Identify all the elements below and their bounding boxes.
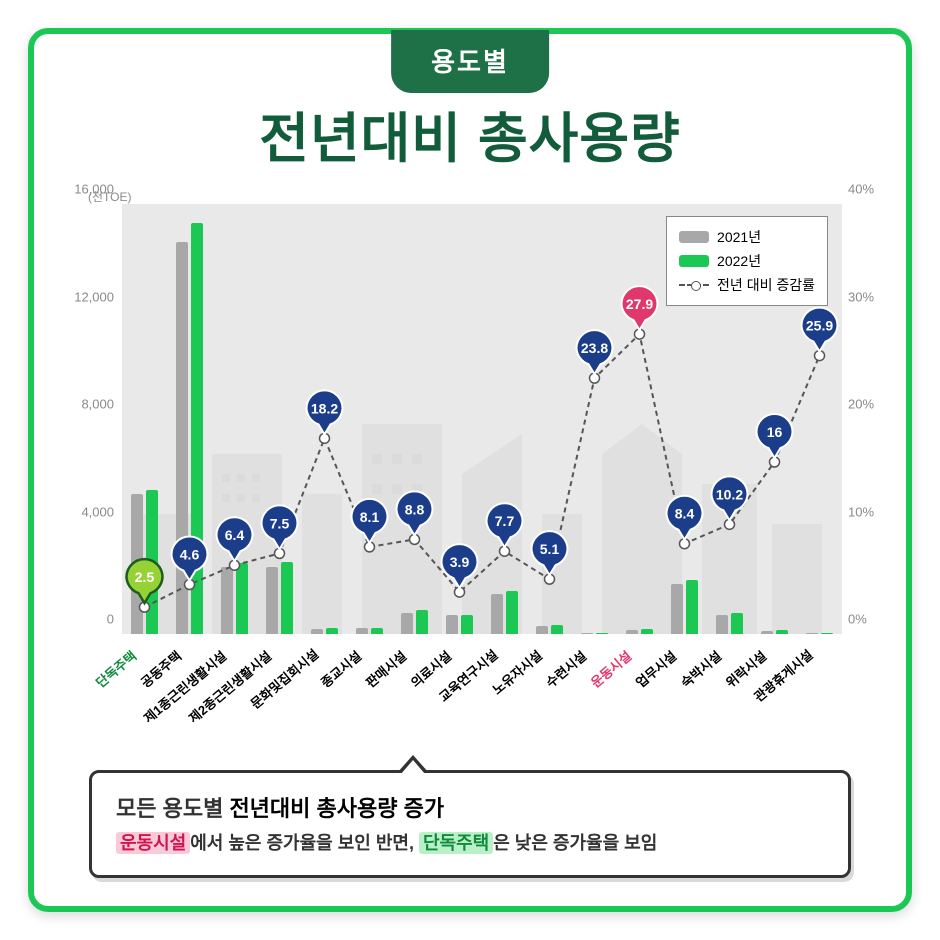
legend-2021-label: 2021년 — [717, 227, 761, 247]
rate-pin-label: 7.5 — [270, 515, 290, 531]
legend-rate: 전년 대비 증감률 — [679, 273, 815, 297]
ytick-right: 30% — [848, 289, 874, 304]
legend-2022: 2022년 — [679, 249, 815, 273]
rate-pin-label: 10.2 — [716, 486, 743, 502]
rate-pin-label: 8.4 — [675, 506, 695, 522]
ytick-right: 20% — [848, 397, 874, 412]
legend-2022-label: 2022년 — [717, 251, 761, 271]
x-label: 종교시설 — [316, 646, 365, 691]
main-title: 전년대비 총사용량 — [34, 94, 906, 173]
chart: (천TOE) 04,0008,00012,00016,000 0%10%20%3… — [64, 194, 888, 749]
caption-line2: 운동시설에서 높은 증가율을 보인 반면, 단독주택은 낮은 증가율을 보임 — [116, 829, 824, 855]
rate-pin-label: 16 — [767, 424, 783, 440]
rate-pin-label: 5.1 — [540, 541, 560, 557]
legend: 2021년 2022년 전년 대비 증감률 — [666, 216, 828, 306]
card-frame: 용도별 전년대비 총사용량 (천TOE) 04 — [28, 28, 912, 912]
rate-pin-label: 4.6 — [180, 547, 200, 563]
caption-arrow-icon — [397, 755, 429, 773]
ytick-right: 0% — [848, 612, 867, 627]
caption-line1: 모든 용도별 전년대비 총사용량 증가 — [116, 791, 824, 823]
y-axis-left: 04,0008,00012,00016,000 — [64, 204, 120, 634]
ytick-left: 8,000 — [81, 397, 114, 412]
rate-pin-label: 3.9 — [450, 554, 470, 570]
x-label: 판매시설 — [361, 646, 410, 691]
x-label: 단독주택 — [91, 646, 140, 691]
rate-pin-label: 6.4 — [225, 527, 245, 543]
ytick-left: 12,000 — [74, 289, 114, 304]
rate-pin-label: 8.8 — [405, 501, 425, 517]
caption-box: 모든 용도별 전년대비 총사용량 증가 운동시설에서 높은 증가율을 보인 반면… — [89, 770, 851, 878]
ytick-left: 4,000 — [81, 504, 114, 519]
header-tab: 용도별 — [391, 30, 549, 93]
y-axis-right: 0%10%20%30%40% — [842, 204, 888, 634]
rate-line — [145, 334, 820, 607]
rate-pin-label: 25.9 — [806, 318, 833, 334]
rate-pin-label: 8.1 — [360, 509, 380, 525]
highlight-green: 단독주택 — [419, 832, 493, 854]
legend-2021: 2021년 — [679, 225, 815, 249]
ytick-left: 0 — [107, 612, 114, 627]
rate-pin-label: 18.2 — [311, 400, 338, 416]
x-label: 수련시설 — [541, 646, 590, 691]
legend-rate-label: 전년 대비 증감률 — [717, 275, 815, 295]
x-axis-labels: 단독주택공동주택제1종근린생활시설제2종근린생활시설문화및집회시설종교시설판매시… — [122, 634, 842, 744]
x-label: 숙박시설 — [676, 646, 725, 691]
rate-pin-label: 7.7 — [495, 513, 515, 529]
x-label: 운동시설 — [586, 646, 635, 691]
rate-pin-label: 2.5 — [135, 569, 155, 585]
x-label: 업무시설 — [631, 646, 680, 691]
ytick-right: 10% — [848, 504, 874, 519]
ytick-left: 16,000 — [74, 182, 114, 197]
rate-pin-label: 23.8 — [581, 340, 608, 356]
highlight-pink: 운동시설 — [116, 832, 190, 854]
ytick-right: 40% — [848, 182, 874, 197]
rate-pin-label: 27.9 — [626, 296, 653, 312]
